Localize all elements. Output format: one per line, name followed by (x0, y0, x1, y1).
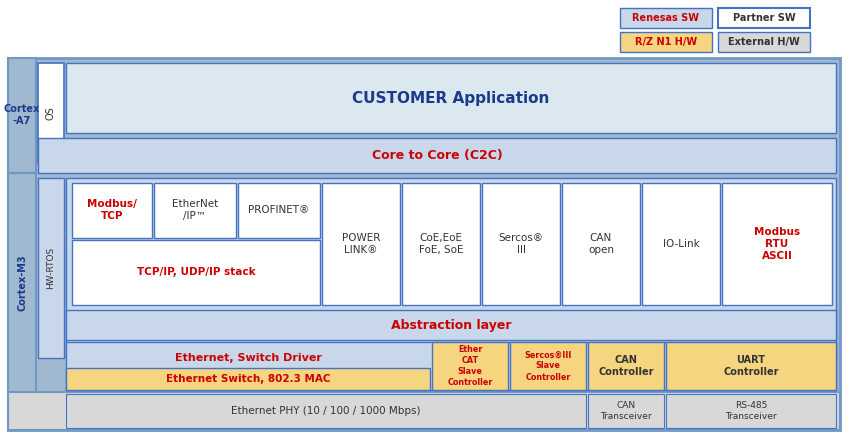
Bar (66, 342, 836, 390)
Bar (66, 178, 836, 358)
Bar (8, 58, 36, 173)
Bar (8, 173, 36, 393)
Bar (588, 342, 664, 390)
Text: CAN
Controller: CAN Controller (598, 355, 654, 377)
Bar (722, 183, 832, 305)
Text: CAN
Transceiver: CAN Transceiver (600, 401, 651, 421)
Text: Sercos®III
Slave
Controller: Sercos®III Slave Controller (524, 350, 572, 381)
Text: Renesas SW: Renesas SW (632, 13, 700, 23)
Bar (66, 368, 430, 390)
Bar (72, 183, 152, 238)
Bar (38, 63, 64, 163)
Text: IO-Link: IO-Link (663, 239, 699, 249)
Bar (510, 342, 586, 390)
Bar (718, 8, 810, 28)
Text: PROFINET®: PROFINET® (248, 205, 309, 215)
Text: RS-485
Transceiver: RS-485 Transceiver (725, 401, 777, 421)
Bar (432, 342, 508, 390)
Bar (482, 183, 560, 305)
Text: Ethernet PHY (10 / 100 / 1000 Mbps): Ethernet PHY (10 / 100 / 1000 Mbps) (232, 406, 421, 416)
Bar (322, 183, 400, 305)
Text: OS: OS (46, 106, 56, 120)
Bar (666, 342, 836, 390)
Text: CAN
open: CAN open (588, 233, 614, 255)
Text: Modbus
RTU
ASCII: Modbus RTU ASCII (754, 226, 800, 261)
Text: Ethernet, Switch Driver: Ethernet, Switch Driver (175, 353, 321, 363)
Bar (238, 183, 320, 238)
Text: Sercos®
III: Sercos® III (499, 233, 543, 255)
Text: Partner SW: Partner SW (733, 13, 796, 23)
Bar (72, 240, 320, 305)
Text: External H/W: External H/W (728, 37, 800, 47)
Bar (620, 8, 712, 28)
Text: CoE,EoE
FoE, SoE: CoE,EoE FoE, SoE (419, 233, 463, 255)
Bar (66, 63, 836, 133)
Bar (38, 138, 836, 173)
Text: Ethernet Switch, 802.3 MAC: Ethernet Switch, 802.3 MAC (166, 374, 330, 384)
Bar (562, 183, 640, 305)
Text: Core to Core (C2C): Core to Core (C2C) (372, 148, 502, 162)
Text: Modbus/
TCP: Modbus/ TCP (87, 199, 137, 221)
Bar (154, 183, 236, 238)
Text: Cortex-M3: Cortex-M3 (17, 254, 27, 311)
Bar (718, 32, 810, 52)
Text: TCP/IP, UDP/IP stack: TCP/IP, UDP/IP stack (137, 267, 256, 277)
Bar (8, 58, 840, 430)
Text: Abstraction layer: Abstraction layer (391, 318, 511, 332)
Text: CUSTOMER Application: CUSTOMER Application (353, 91, 550, 106)
Text: HW-RTOS: HW-RTOS (47, 247, 55, 289)
Bar (620, 32, 712, 52)
Bar (642, 183, 720, 305)
Bar (666, 394, 836, 428)
Bar (588, 394, 664, 428)
Bar (8, 392, 840, 430)
Bar (66, 394, 586, 428)
Text: POWER
LINK®: POWER LINK® (342, 233, 380, 255)
Text: EtherNet
/IP™: EtherNet /IP™ (172, 199, 218, 221)
Text: R/Z N1 H/W: R/Z N1 H/W (635, 37, 697, 47)
Bar (402, 183, 480, 305)
Bar (66, 310, 836, 340)
Text: Ether
CAT
Slave
Controller: Ether CAT Slave Controller (448, 345, 492, 387)
Text: UART
Controller: UART Controller (723, 355, 778, 377)
Text: Cortex
-A7: Cortex -A7 (3, 104, 40, 126)
Bar (38, 178, 64, 358)
